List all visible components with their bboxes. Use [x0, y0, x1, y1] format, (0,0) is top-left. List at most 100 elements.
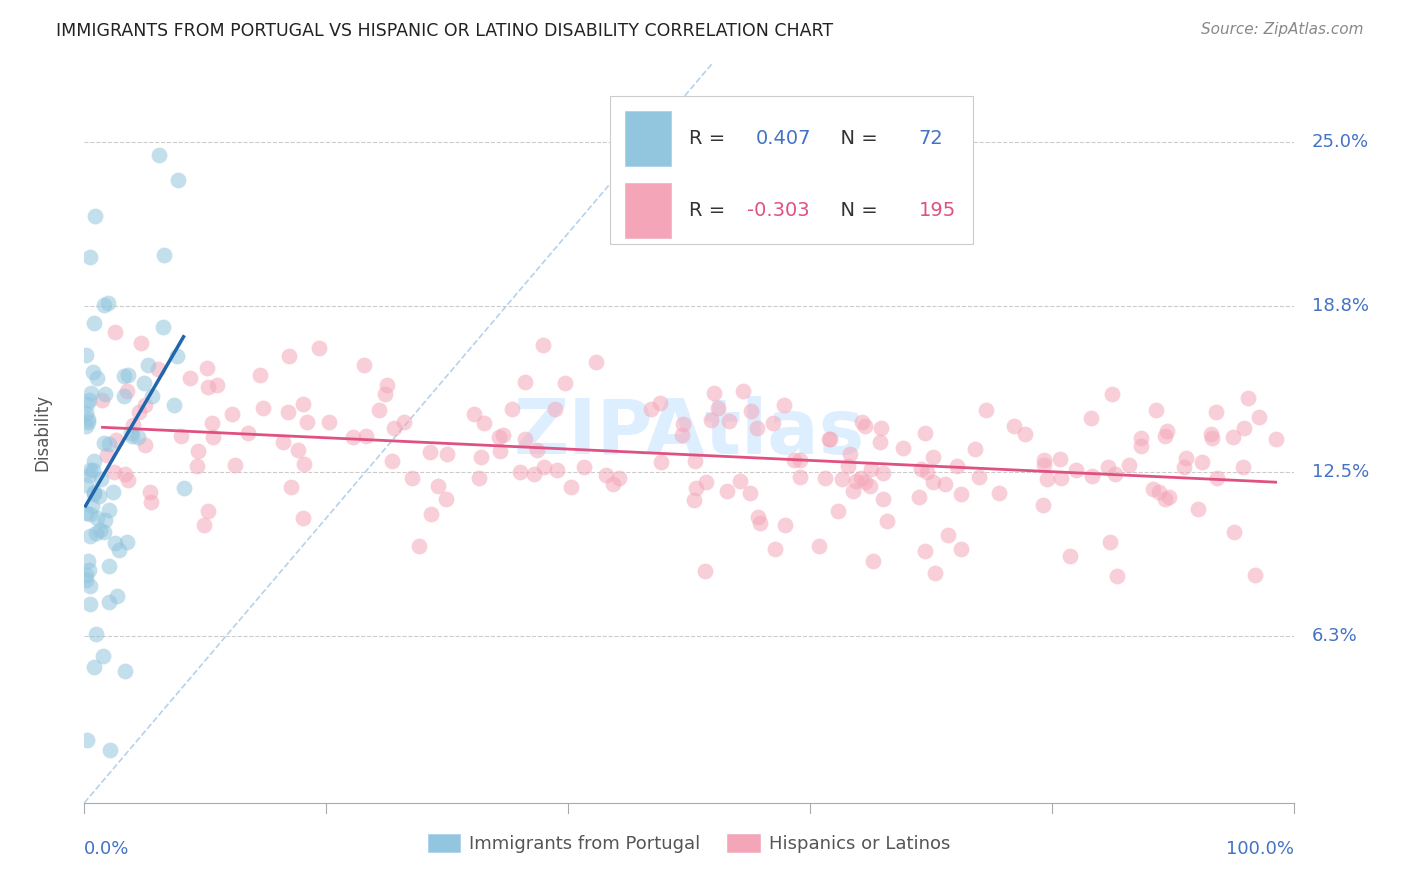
Point	[82, 365, 104, 379]
Point	[523, 467, 546, 482]
Point	[115, 384, 138, 398]
Text: -0.303: -0.303	[747, 201, 810, 220]
Point	[136, 358, 159, 372]
Legend: Immigrants from Portugal, Hispanics or Latinos: Immigrants from Portugal, Hispanics or L…	[420, 827, 957, 861]
Point	[236, 425, 259, 440]
Point	[121, 429, 143, 443]
Text: 72: 72	[918, 129, 943, 148]
Point	[876, 515, 898, 529]
Point	[1154, 429, 1177, 443]
Point	[554, 376, 576, 390]
Point	[93, 297, 115, 311]
Point	[187, 443, 209, 458]
Point	[859, 462, 882, 476]
Point	[1222, 430, 1244, 444]
Point	[1064, 463, 1087, 477]
Point	[90, 472, 112, 486]
Point	[762, 416, 785, 430]
Text: R =: R =	[689, 129, 731, 148]
Point	[463, 408, 485, 422]
Point	[97, 503, 120, 517]
Point	[718, 414, 741, 428]
Point	[946, 459, 969, 474]
Point	[607, 471, 630, 485]
Point	[851, 415, 873, 429]
Point	[1222, 524, 1244, 539]
Point	[86, 371, 108, 385]
Point	[467, 471, 489, 485]
Point	[79, 250, 101, 264]
Point	[201, 416, 224, 430]
Point	[249, 368, 271, 383]
Text: ZIPAtlas: ZIPAtlas	[513, 396, 865, 469]
Point	[1059, 549, 1081, 563]
Text: 25.0%: 25.0%	[1312, 133, 1369, 151]
Point	[197, 379, 219, 393]
Point	[292, 457, 315, 471]
Point	[104, 535, 127, 549]
Point	[544, 402, 567, 417]
Point	[297, 415, 319, 429]
Point	[910, 462, 932, 476]
Point	[114, 467, 136, 481]
Point	[201, 430, 224, 444]
Point	[1264, 433, 1286, 447]
Point	[682, 493, 704, 508]
Text: 6.3%: 6.3%	[1312, 627, 1357, 645]
Point	[789, 453, 811, 467]
Point	[436, 447, 458, 461]
Point	[546, 462, 568, 476]
Point	[278, 349, 301, 363]
Point	[117, 368, 139, 383]
Text: Disability: Disability	[32, 394, 51, 471]
Point	[1173, 459, 1195, 474]
Point	[470, 450, 492, 464]
Point	[141, 494, 163, 508]
Text: 195: 195	[918, 201, 956, 220]
Point	[89, 490, 111, 504]
Point	[83, 484, 105, 499]
Point	[707, 401, 730, 415]
Point	[1049, 452, 1071, 467]
Point	[75, 418, 97, 433]
Point	[1080, 410, 1102, 425]
Point	[1244, 568, 1267, 582]
Point	[1147, 485, 1170, 500]
Point	[965, 442, 987, 456]
Point	[526, 443, 548, 458]
Point	[862, 554, 884, 568]
Point	[271, 435, 294, 450]
FancyBboxPatch shape	[624, 183, 671, 238]
Point	[560, 480, 582, 494]
Point	[197, 504, 219, 518]
Point	[814, 471, 837, 485]
Point	[915, 465, 938, 479]
Point	[748, 516, 770, 531]
Point	[97, 296, 120, 310]
Point	[974, 402, 997, 417]
Point	[831, 472, 853, 486]
Point	[772, 398, 794, 412]
Point	[134, 376, 156, 390]
Point	[533, 460, 555, 475]
Point	[1014, 427, 1036, 442]
Point	[79, 529, 101, 543]
Point	[585, 355, 607, 369]
Point	[747, 510, 769, 524]
Point	[80, 386, 103, 401]
Point	[105, 433, 128, 447]
Point	[845, 475, 868, 489]
Point	[988, 486, 1011, 500]
Point	[166, 173, 188, 187]
Point	[745, 421, 768, 435]
Point	[1157, 491, 1180, 505]
Point	[163, 399, 186, 413]
Point	[79, 579, 101, 593]
Point	[685, 481, 707, 495]
Point	[1033, 453, 1056, 467]
Point	[1205, 471, 1227, 485]
Point	[602, 477, 624, 491]
Point	[252, 401, 274, 415]
Point	[1175, 451, 1198, 466]
Point	[950, 541, 973, 556]
